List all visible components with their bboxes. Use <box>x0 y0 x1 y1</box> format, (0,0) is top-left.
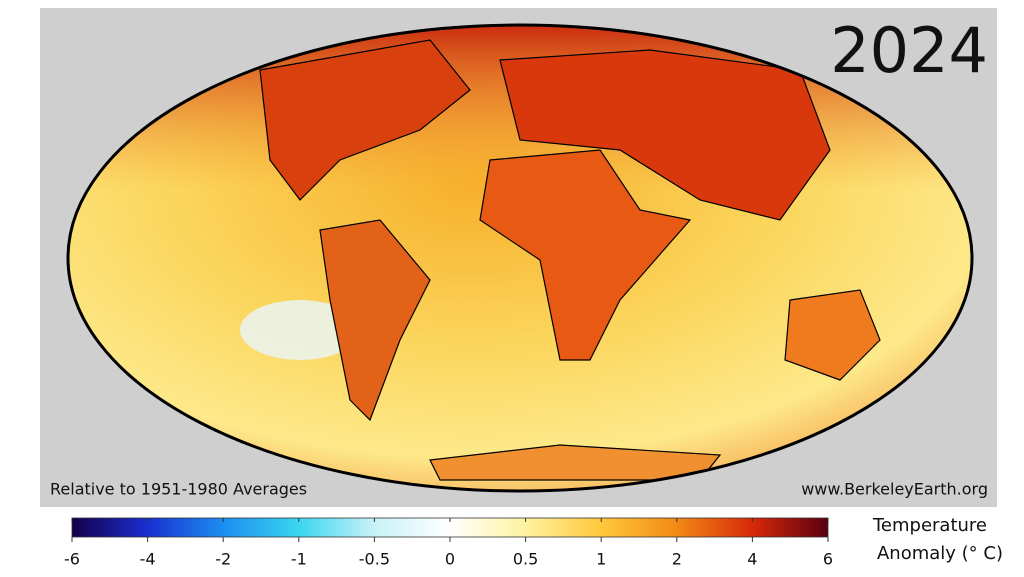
colorbar-tick-label: 2 <box>672 550 682 569</box>
colorbar-tick-label: -0.5 <box>359 550 390 569</box>
colorbar-tick-label: 0 <box>445 550 455 569</box>
source-label: www.BerkeleyEarth.org <box>801 480 988 499</box>
map-outline <box>66 23 974 493</box>
colorbar-tick-label: -6 <box>64 550 80 569</box>
colorbar-tick-label: 6 <box>823 550 833 569</box>
year-label: 2024 <box>830 14 988 87</box>
colorbar-tick-label: -2 <box>215 550 231 569</box>
colorbar-tick-label: 1 <box>596 550 606 569</box>
map-surface <box>68 25 972 491</box>
colorbar-tick-label: -1 <box>291 550 307 569</box>
colorbar-tick-label: -4 <box>140 550 156 569</box>
colorbar-tick-label: 4 <box>747 550 757 569</box>
colorbar-title: Temperature <box>872 515 987 536</box>
baseline-note: Relative to 1951-1980 Averages <box>50 480 307 499</box>
colorbar-tick-label: 0.5 <box>513 550 538 569</box>
colorbar-title: Anomaly (° C) <box>877 543 1003 564</box>
